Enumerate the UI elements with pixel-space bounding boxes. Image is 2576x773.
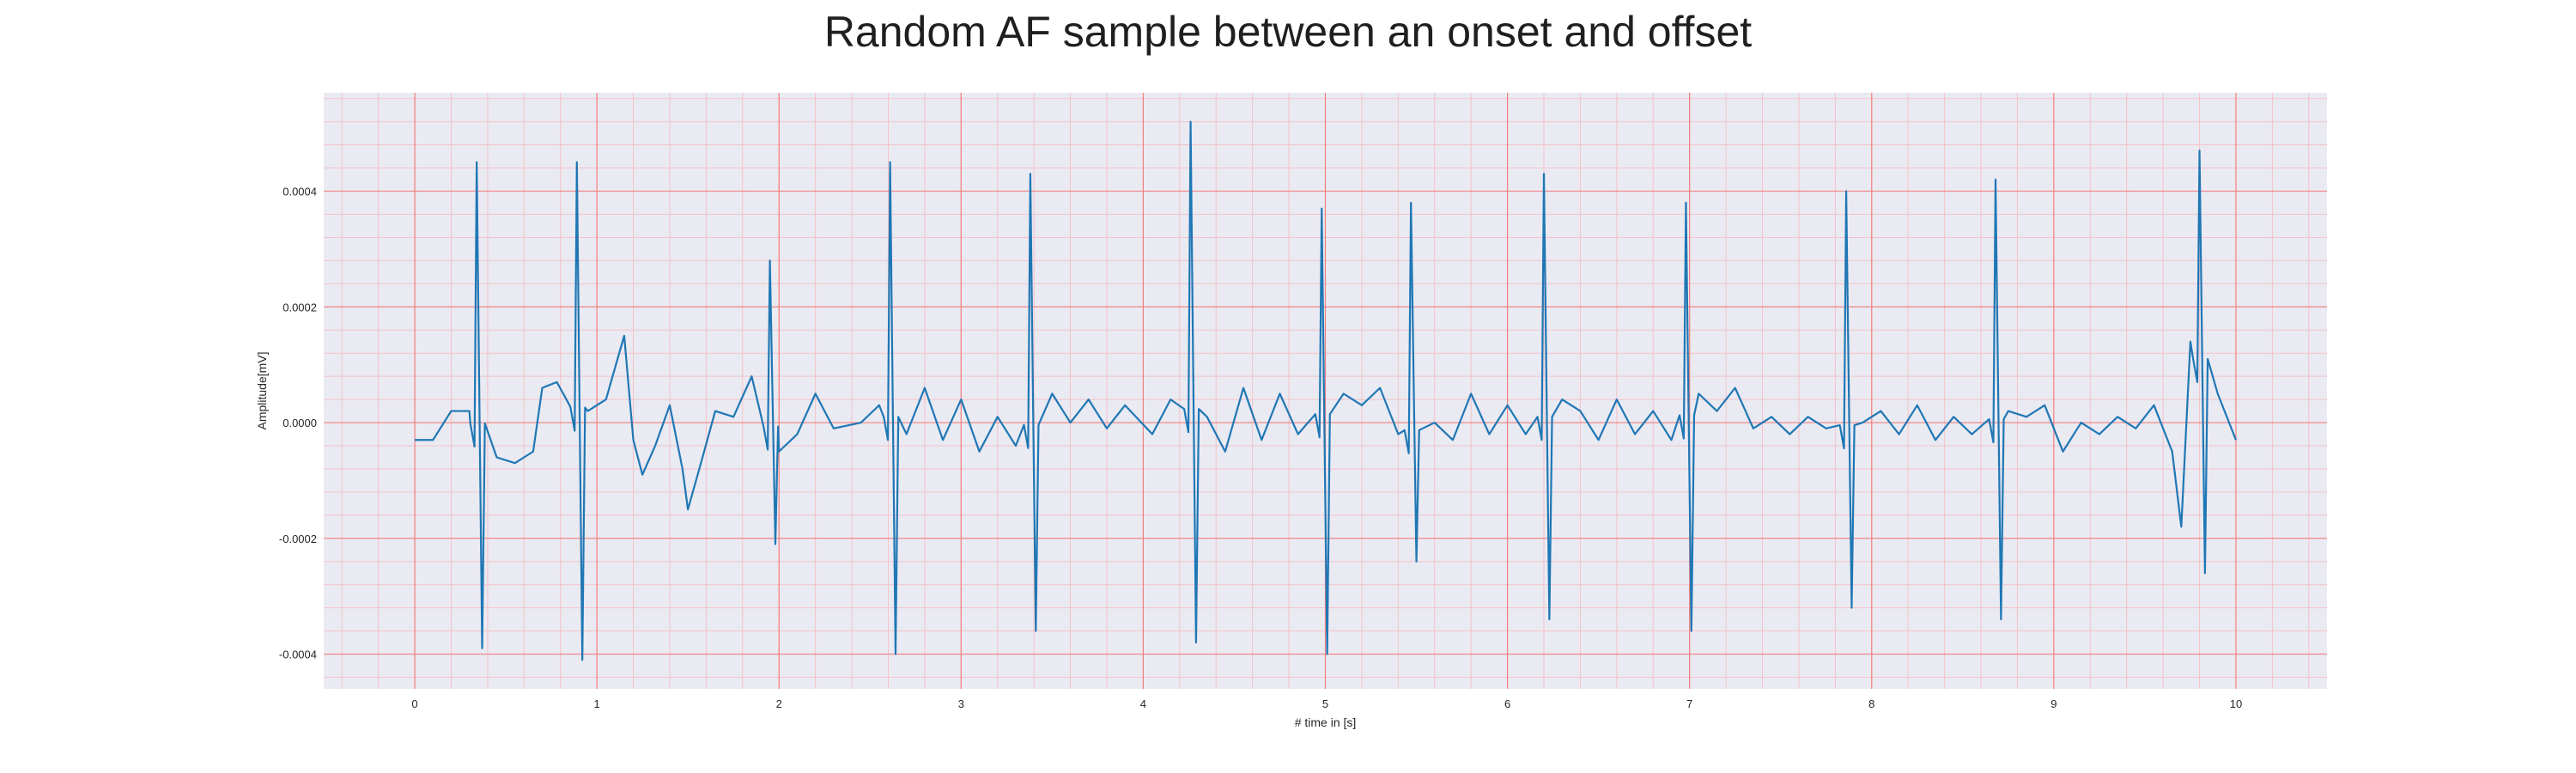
x-tick-label: 3 [958, 697, 964, 710]
x-tick-label: 7 [1686, 697, 1692, 710]
y-axis-label: Amplitude[mV] [255, 351, 269, 429]
x-tick-label: 4 [1140, 697, 1146, 710]
x-axis-label: # time in [s] [1295, 715, 1357, 729]
series-layer [415, 120, 2237, 661]
x-tick-label: 0 [411, 697, 417, 710]
y-tick-label: -0.0004 [279, 648, 317, 661]
x-tick-label: 2 [776, 697, 782, 710]
x-tick-label: 5 [1322, 697, 1328, 710]
y-tick-label: 0.0000 [283, 417, 317, 429]
major-grid [324, 93, 2327, 689]
x-tick-label: 6 [1504, 697, 1510, 710]
y-tick-labels: 0.0004 0.0002 0.0000 -0.0002 -0.0004 [279, 186, 317, 661]
x-tick-label: 1 [594, 697, 600, 710]
x-tick-label: 10 [2230, 697, 2242, 710]
y-tick-label: -0.0002 [279, 533, 317, 545]
ecg-series-line [415, 120, 2237, 661]
x-tick-label: 9 [2050, 697, 2057, 710]
chart-title: Random AF sample between an onset and of… [823, 8, 1753, 56]
x-tick-labels: 0 1 2 3 4 5 6 7 8 9 10 [411, 697, 2242, 710]
y-tick-label: 0.0002 [283, 301, 317, 313]
x-tick-label: 8 [1868, 697, 1874, 710]
y-tick-label: 0.0004 [283, 186, 317, 198]
